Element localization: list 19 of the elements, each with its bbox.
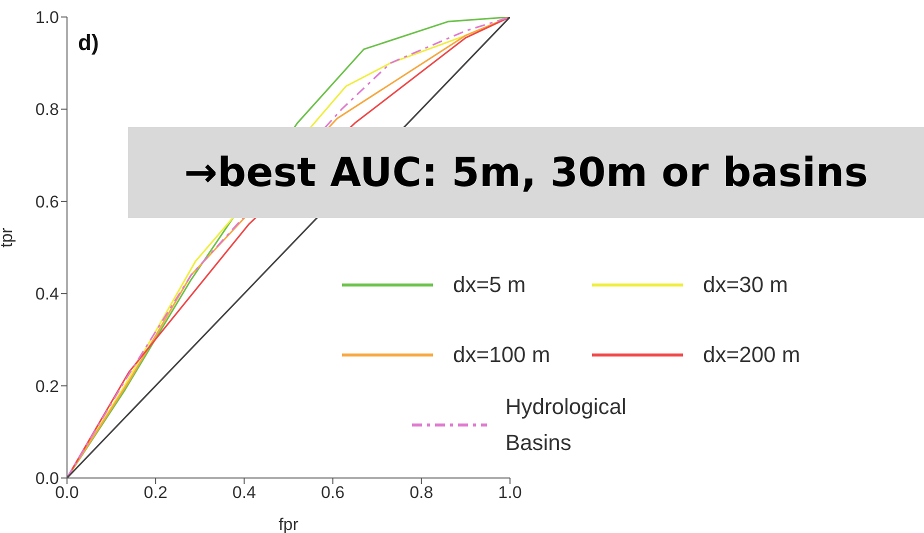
legend-label: dx=200 m xyxy=(703,341,800,369)
x-tick-label: 0.4 xyxy=(232,483,256,502)
y-tick-label: 0.4 xyxy=(35,284,59,304)
legend-label: Hydrological Basins xyxy=(505,393,628,457)
x-tick-label: 1.0 xyxy=(498,483,522,502)
y-tick-label: 1.0 xyxy=(35,8,59,28)
legend-label: dx=30 m xyxy=(703,271,788,299)
x-tick-label: 0.0 xyxy=(55,483,79,502)
x-tick-label: 0.2 xyxy=(144,483,168,502)
annotation: d) xyxy=(78,30,99,56)
y-tick-label: 0.8 xyxy=(35,100,59,120)
x-tick-label: 0.6 xyxy=(320,483,345,502)
y-tick-label: 0.6 xyxy=(35,192,59,212)
x-tick-label: 0.8 xyxy=(410,483,434,502)
annotation: →best AUC: 5m, 30m or basins xyxy=(128,127,924,218)
legend-label: dx=100 m xyxy=(453,341,550,369)
y-axis-title: tpr xyxy=(0,227,16,248)
legend-label: dx=5 m xyxy=(453,271,526,299)
y-tick-label: 0.2 xyxy=(35,376,59,396)
